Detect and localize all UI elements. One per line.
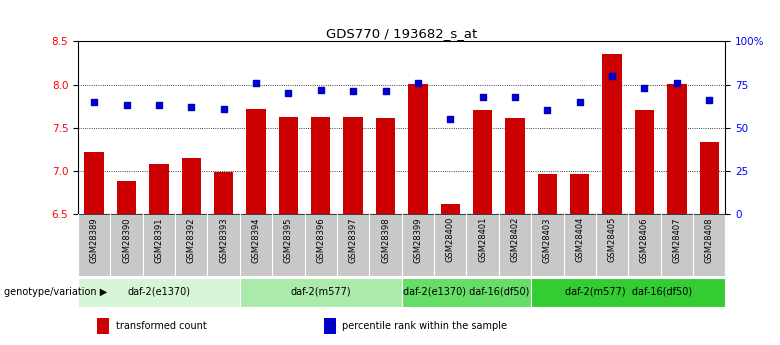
Text: GSM28408: GSM28408 xyxy=(704,217,714,263)
Text: GSM28399: GSM28399 xyxy=(413,217,423,263)
Bar xyxy=(343,117,363,214)
Title: GDS770 / 193682_s_at: GDS770 / 193682_s_at xyxy=(326,27,477,40)
Bar xyxy=(84,152,104,214)
Point xyxy=(379,89,392,94)
Text: GSM28397: GSM28397 xyxy=(349,217,358,263)
Point xyxy=(218,106,230,111)
Bar xyxy=(667,83,686,214)
Point xyxy=(185,104,197,110)
Point xyxy=(541,108,554,113)
Bar xyxy=(402,278,531,307)
Point xyxy=(638,85,651,91)
Bar xyxy=(117,181,136,214)
Bar xyxy=(324,318,335,334)
Text: GSM28389: GSM28389 xyxy=(90,217,99,263)
Point xyxy=(671,80,683,86)
Bar xyxy=(408,83,427,214)
Bar xyxy=(246,109,266,214)
Point xyxy=(412,80,424,86)
Text: GSM28392: GSM28392 xyxy=(186,217,196,263)
Text: GSM28395: GSM28395 xyxy=(284,217,293,263)
Bar xyxy=(505,118,525,214)
Bar xyxy=(182,158,201,214)
Text: genotype/variation ▶: genotype/variation ▶ xyxy=(4,287,107,297)
Text: percentile rank within the sample: percentile rank within the sample xyxy=(342,321,507,331)
Bar xyxy=(376,118,395,214)
Text: GSM28398: GSM28398 xyxy=(381,217,390,263)
Bar xyxy=(240,278,402,307)
Text: GSM28394: GSM28394 xyxy=(251,217,261,263)
Point xyxy=(444,116,456,122)
Text: transformed count: transformed count xyxy=(115,321,206,331)
Bar xyxy=(214,172,233,214)
Text: GSM28391: GSM28391 xyxy=(154,217,164,263)
Point xyxy=(573,99,586,105)
Text: GSM28403: GSM28403 xyxy=(543,217,552,263)
Text: GSM28393: GSM28393 xyxy=(219,217,229,263)
Text: GSM28407: GSM28407 xyxy=(672,217,682,263)
Text: GSM28405: GSM28405 xyxy=(608,217,617,263)
Bar xyxy=(441,204,460,214)
Bar xyxy=(570,174,590,214)
Bar xyxy=(473,109,492,214)
Point xyxy=(477,94,489,99)
Bar xyxy=(98,318,109,334)
Point xyxy=(347,89,360,94)
Point xyxy=(606,73,619,79)
Point xyxy=(509,94,521,99)
Point xyxy=(153,102,165,108)
Bar xyxy=(149,164,168,214)
Text: GSM28390: GSM28390 xyxy=(122,217,131,263)
Text: GSM28400: GSM28400 xyxy=(445,217,455,263)
Bar xyxy=(531,278,725,307)
Point xyxy=(250,80,262,86)
Bar xyxy=(278,117,298,214)
Text: daf-2(e1370): daf-2(e1370) xyxy=(127,287,190,297)
Text: daf-2(m577)  daf-16(df50): daf-2(m577) daf-16(df50) xyxy=(565,287,692,297)
Text: GSM28401: GSM28401 xyxy=(478,217,488,263)
Bar xyxy=(602,54,622,214)
Point xyxy=(314,87,327,92)
Bar xyxy=(700,142,719,214)
Text: GSM28404: GSM28404 xyxy=(575,217,584,263)
Bar xyxy=(78,214,725,276)
Text: GSM28402: GSM28402 xyxy=(510,217,519,263)
Text: GSM28406: GSM28406 xyxy=(640,217,649,263)
Point xyxy=(282,90,295,96)
Point xyxy=(120,102,133,108)
Text: GSM28396: GSM28396 xyxy=(316,217,325,263)
Bar xyxy=(537,174,557,214)
Bar xyxy=(635,109,654,214)
Point xyxy=(88,99,101,105)
Text: daf-2(e1370) daf-16(df50): daf-2(e1370) daf-16(df50) xyxy=(403,287,530,297)
Bar xyxy=(78,278,240,307)
Bar xyxy=(311,117,331,214)
Point xyxy=(703,97,715,103)
Text: daf-2(m577): daf-2(m577) xyxy=(290,287,351,297)
